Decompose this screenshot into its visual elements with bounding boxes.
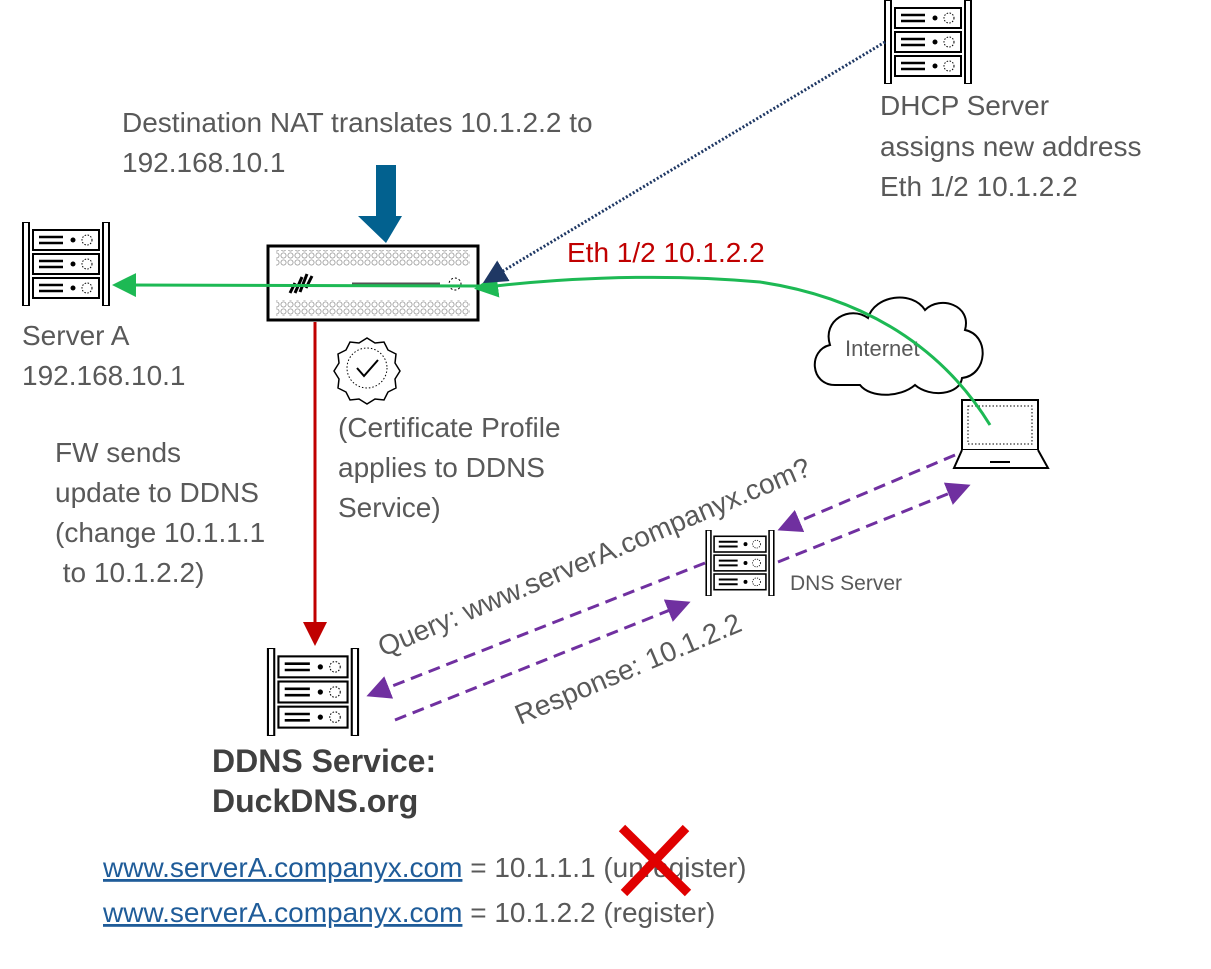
svg-text:DHCP Server: DHCP Server — [880, 90, 1049, 121]
svg-text:to 10.1.2.2): to 10.1.2.2) — [55, 557, 204, 588]
interface-label: Eth 1/2 10.1.2.2 — [567, 237, 765, 268]
server-a-icon — [21, 222, 111, 306]
svg-text:(Certificate Profile: (Certificate Profile — [338, 412, 561, 443]
svg-text:www.serverA.companyx.com = 10.: www.serverA.companyx.com = 10.1.1.1 (unr… — [102, 852, 746, 883]
record-unregister: www.serverA.companyx.com = 10.1.1.1 (unr… — [102, 852, 746, 883]
ddns-server-icon — [266, 648, 360, 736]
certificate-icon — [333, 337, 401, 405]
nat-label: Destination NAT translates 10.1.2.2 to 1… — [122, 107, 593, 178]
dns-response-line-2 — [777, 482, 971, 564]
firewall-icon — [266, 244, 480, 322]
svg-text:(change 10.1.1.1: (change 10.1.1.1 — [55, 517, 265, 548]
svg-text:www.serverA.companyx.com = 10.: www.serverA.companyx.com = 10.1.2.2 (reg… — [102, 897, 715, 928]
internet-cloud-icon: Internet — [813, 296, 984, 396]
svg-text:DuckDNS.org: DuckDNS.org — [212, 783, 418, 819]
ddns-label: DDNS Service: DuckDNS.org — [212, 743, 436, 819]
dhcp-assign-line — [482, 40, 886, 284]
traffic-path-internet — [474, 273, 992, 426]
fw-update-label: FW sends update to DDNS (change 10.1.1.1… — [55, 437, 265, 588]
svg-text:Internet: Internet — [845, 336, 920, 361]
svg-text:assigns new address: assigns new address — [880, 131, 1141, 162]
dns-query-line-1 — [777, 453, 956, 533]
dns-server-icon — [705, 530, 775, 596]
svg-text:DDNS Service:: DDNS Service: — [212, 743, 436, 779]
record-register: www.serverA.companyx.com = 10.1.2.2 (reg… — [102, 897, 715, 928]
svg-text:update to DDNS: update to DDNS — [55, 477, 259, 508]
dhcp-server-icon — [883, 0, 973, 84]
svg-text:192.168.10.1: 192.168.10.1 — [22, 360, 186, 391]
svg-text:applies to DDNS: applies to DDNS — [338, 452, 545, 483]
traffic-path-server-a — [112, 273, 481, 298]
record-host-link[interactable]: www.serverA.companyx.com — [102, 897, 462, 928]
svg-text:FW sends: FW sends — [55, 437, 181, 468]
nat-arrow-icon — [358, 165, 402, 243]
svg-text:Server A: Server A — [22, 320, 130, 351]
record-host-link[interactable]: www.serverA.companyx.com — [102, 852, 462, 883]
svg-text:192.168.10.1: 192.168.10.1 — [122, 147, 286, 178]
laptop-icon — [952, 399, 1050, 469]
dhcp-label: DHCP Server assigns new address Eth 1/2 … — [880, 90, 1141, 202]
dns-query-line-2 — [366, 561, 706, 699]
svg-text:Destination NAT translates 10.: Destination NAT translates 10.1.2.2 to — [122, 107, 593, 138]
dns-server-label: DNS Server — [790, 572, 902, 595]
strike-x-icon — [618, 824, 692, 897]
dns-response-line-1 — [394, 599, 691, 722]
server-a-label: Server A 192.168.10.1 — [22, 320, 186, 391]
svg-text:Service): Service) — [338, 492, 441, 523]
svg-text:Eth 1/2 10.1.2.2: Eth 1/2 10.1.2.2 — [880, 171, 1078, 202]
cert-label: (Certificate Profile applies to DDNS Ser… — [338, 412, 561, 523]
